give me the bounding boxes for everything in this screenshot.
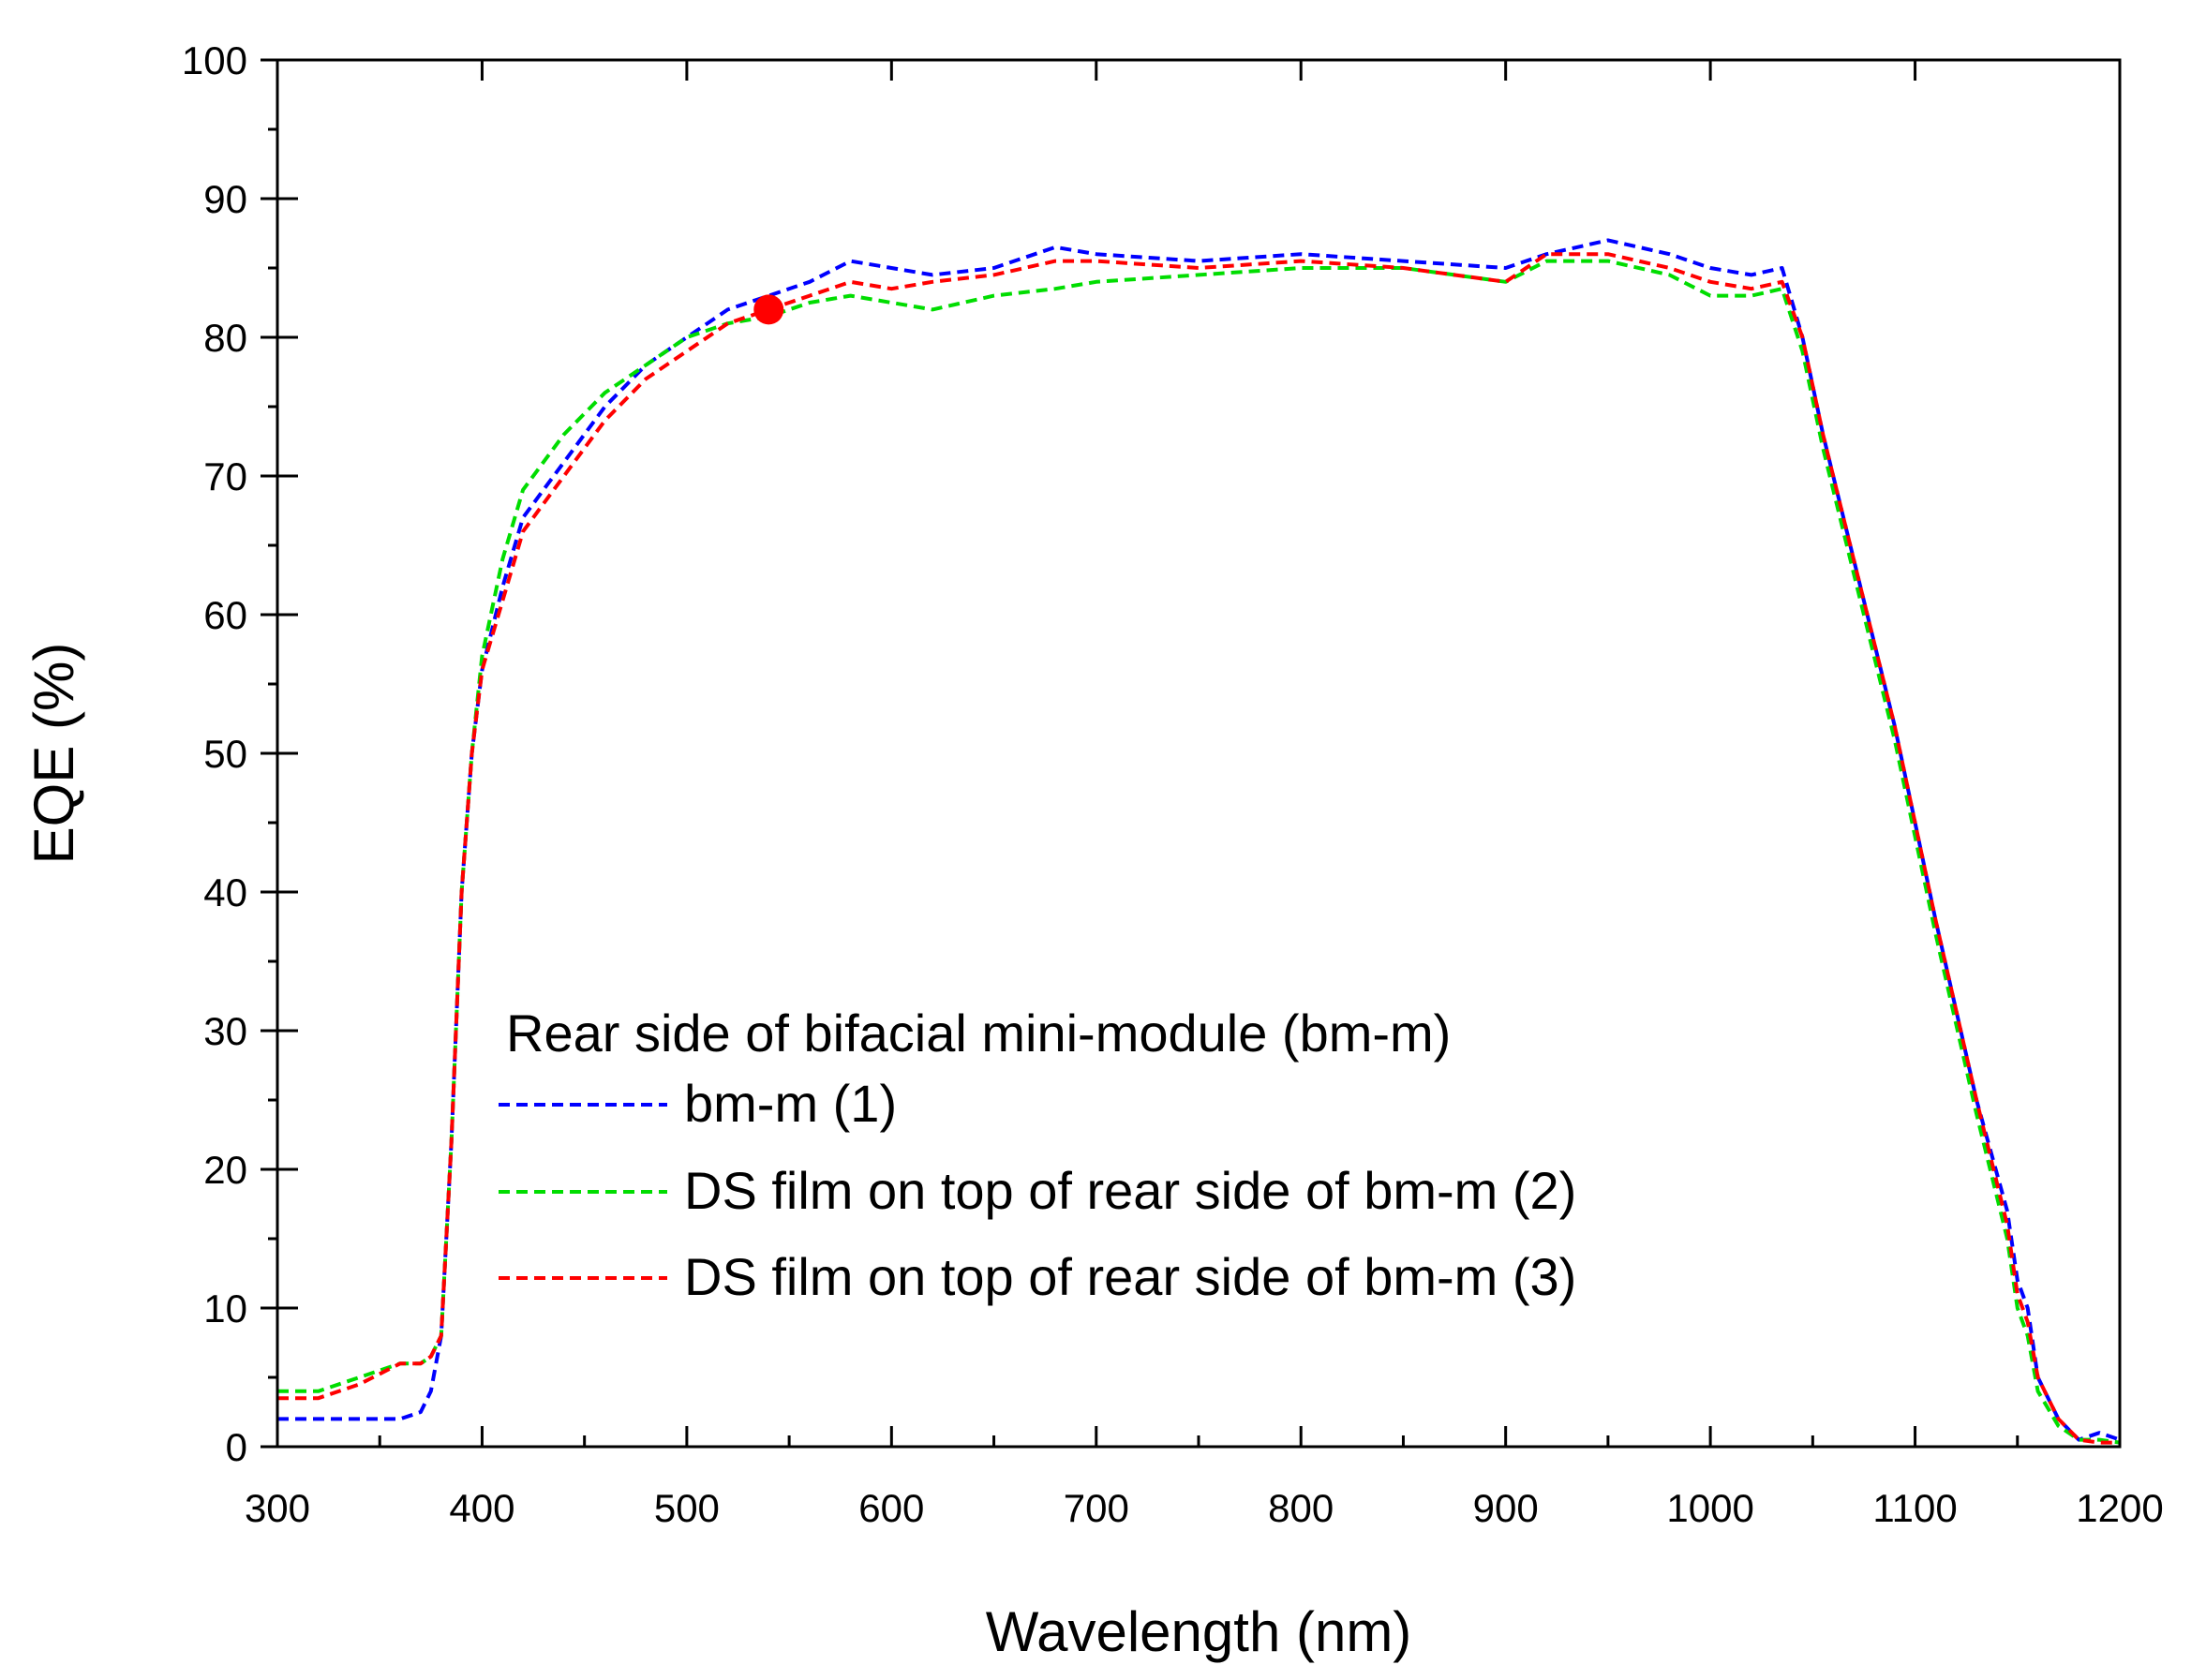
- legend-title: Rear side of bifacial mini-module (bm-m): [506, 1004, 1451, 1063]
- y-tick-label: 40: [203, 870, 247, 914]
- legend-label-3: DS film on top of rear side of bm-m (3): [684, 1247, 1576, 1306]
- highlight-marker: [753, 294, 784, 325]
- x-tick-label: 700: [1064, 1486, 1129, 1530]
- y-tick-label: 10: [203, 1286, 247, 1331]
- x-tick-label: 300: [245, 1486, 310, 1530]
- legend-label-2: DS film on top of rear side of bm-m (2): [684, 1161, 1576, 1220]
- x-tick-label: 900: [1473, 1486, 1539, 1530]
- series-layer: [277, 238, 2121, 1445]
- x-tick-label: 1100: [1872, 1486, 1957, 1530]
- y-tick-label: 80: [203, 316, 247, 360]
- y-tick-label: 30: [203, 1009, 247, 1053]
- x-tick-label: 1000: [1666, 1486, 1753, 1530]
- series-line-2: [277, 259, 2121, 1445]
- y-tick-label: 90: [203, 177, 247, 221]
- y-tick-label: 60: [203, 593, 247, 637]
- annotation-layer: [753, 294, 784, 325]
- series-line-1: [277, 238, 2121, 1442]
- x-tick-label: 1200: [2076, 1486, 2163, 1530]
- y-tick-label: 0: [226, 1425, 247, 1469]
- axis-ticks: [261, 58, 2122, 1449]
- y-axis-title: EQE (%): [22, 643, 85, 865]
- x-axis-title: Wavelength (nm): [986, 1600, 1412, 1663]
- y-tick-label: 50: [203, 732, 247, 776]
- tick-labels: 300 400 500 600 700 800 900 1000 1100 1200 0 10 20 30…: [182, 38, 2164, 1530]
- x-tick-label: 500: [654, 1486, 720, 1530]
- legend-entries: bm-m (1) DS film on top of rear side of b…: [499, 1074, 1576, 1306]
- x-tick-label: 800: [1268, 1486, 1334, 1530]
- legend-label-1: bm-m (1): [684, 1074, 897, 1133]
- x-tick-label: 400: [449, 1486, 514, 1530]
- y-tick-label: 70: [203, 454, 247, 498]
- y-tick-label: 100: [182, 38, 247, 82]
- x-tick-label: 600: [858, 1486, 924, 1530]
- legend: Rear side of bifacial mini-module (bm-m)…: [499, 1004, 1576, 1306]
- plot-frame: [276, 58, 2122, 1449]
- y-tick-label: 20: [203, 1148, 247, 1192]
